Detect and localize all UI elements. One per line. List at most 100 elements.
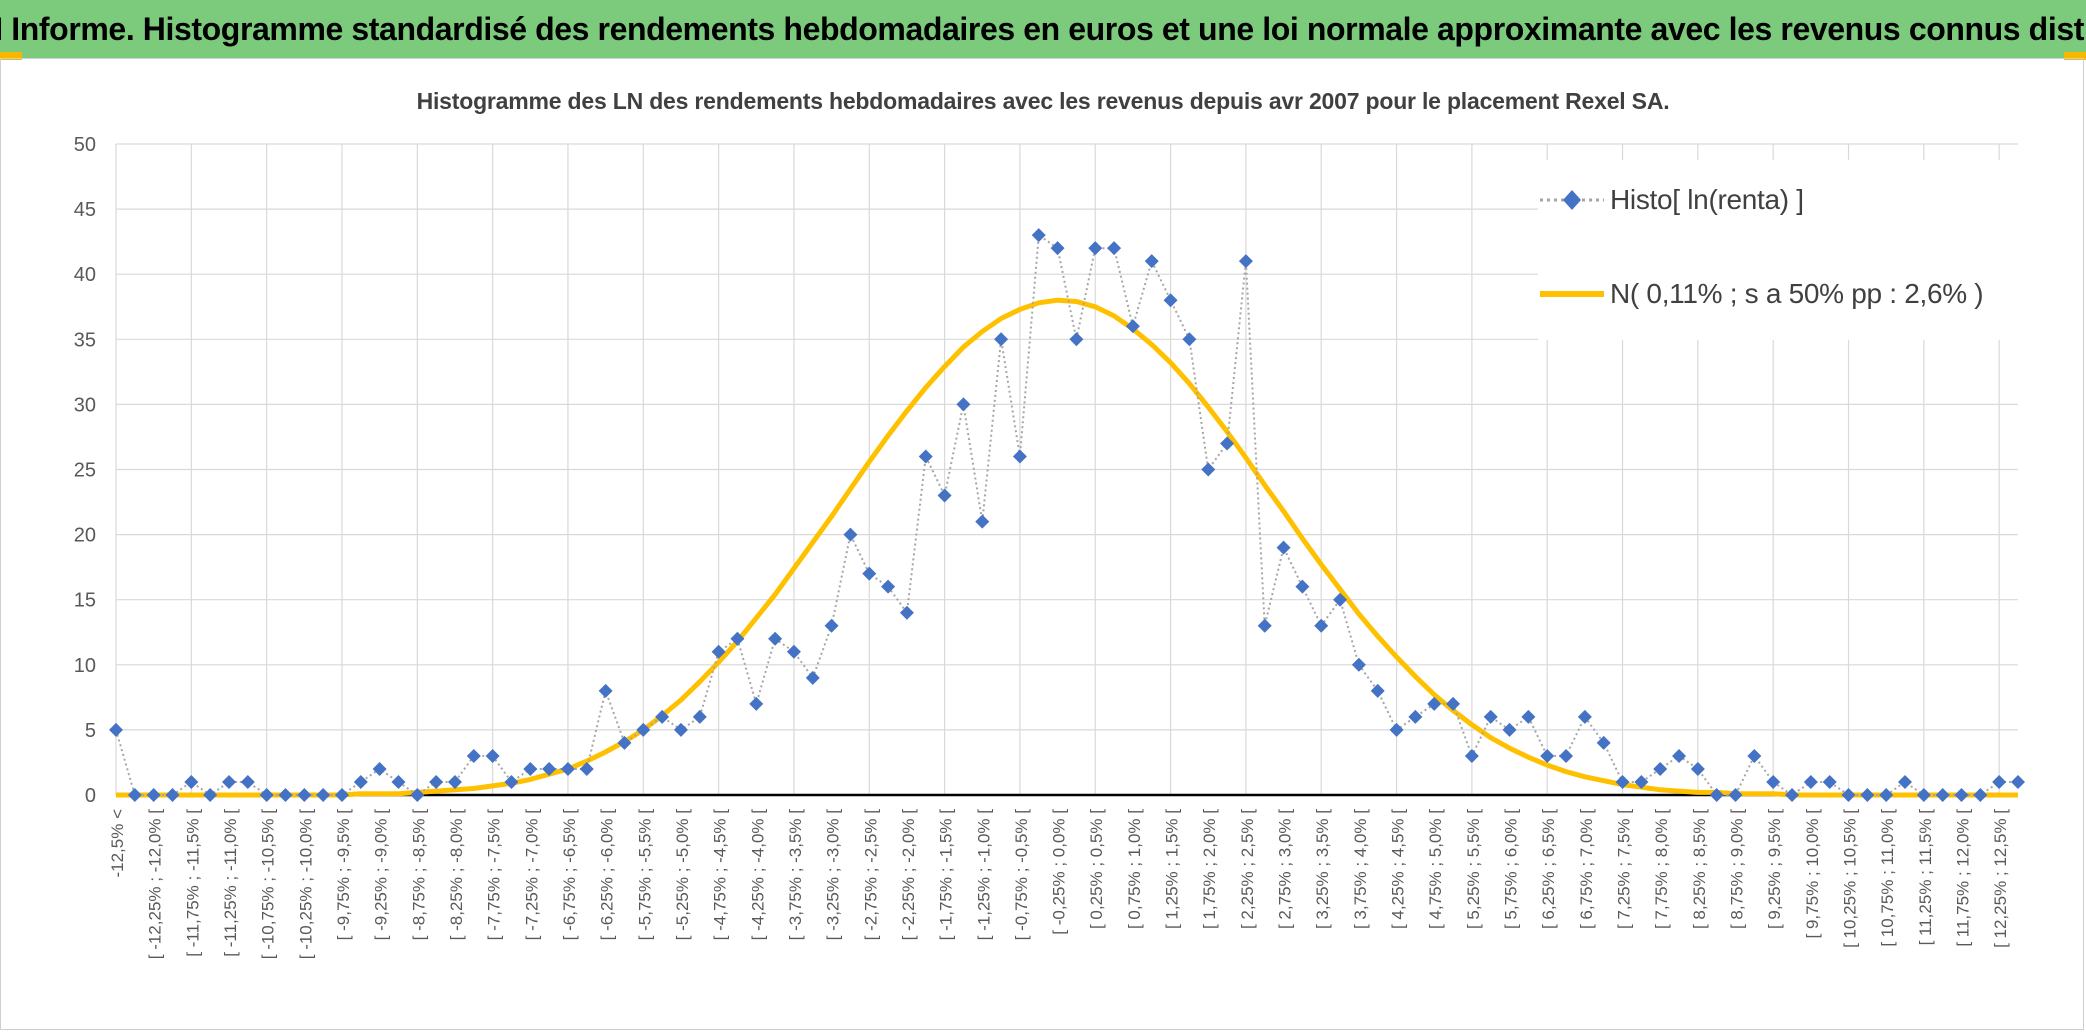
y-tick-label: 10 [74, 655, 96, 677]
banner-accent-left [0, 52, 22, 60]
histogram-point [1822, 774, 1837, 789]
x-tick-label: -12,5% < [108, 809, 127, 878]
histogram-point [466, 748, 481, 763]
histogram-point [1634, 774, 1649, 789]
histogram-point [1333, 592, 1348, 607]
histogram-point [1690, 761, 1705, 776]
histogram-point [1935, 788, 1950, 802]
histogram-point [1427, 696, 1442, 711]
x-tick-label: [ -7,75% ; -7,5% [ [485, 809, 504, 941]
x-tick-label: [ 6,75% ; 7,0% [ [1577, 809, 1596, 929]
histogram-point [1709, 788, 1724, 802]
x-tick-label: [ 6,25% ; 6,5% [ [1539, 809, 1558, 929]
histogram-point [899, 605, 914, 620]
histogram-point [805, 670, 820, 685]
x-tick-label: [ 4,75% ; 5,0% [ [1426, 809, 1445, 929]
normal-curve-line [116, 297, 2018, 798]
histogram-point [1314, 618, 1329, 633]
histogram-point [1803, 774, 1818, 789]
x-tick-label: [ 12,25% ; 12,5% [ [1991, 809, 2010, 948]
x-tick-label: [ 10,25% ; 10,5% [ [1841, 809, 1860, 948]
histogram-point [1559, 748, 1574, 763]
histogram-point [1088, 241, 1103, 256]
report-banner: ADAM Informe. Histogramme standardisé de… [0, 0, 2086, 60]
histogram-point [1220, 436, 1235, 451]
histogram-point [1201, 462, 1216, 477]
x-tick-label: [ 5,25% ; 5,5% [ [1464, 809, 1483, 929]
histogram-point [692, 709, 707, 724]
histogram-point [1596, 735, 1611, 750]
histogram-point [1785, 788, 1800, 802]
x-tick-label: [ -1,25% ; -1,0% [ [974, 809, 993, 941]
histogram-point [1483, 709, 1498, 724]
x-tick-label: [ 10,75% ; 11,0% [ [1878, 809, 1897, 947]
histogram-point [673, 722, 688, 737]
x-tick-label: [ -11,25% ; -11,0% [ [221, 809, 240, 957]
histogram-point [598, 683, 613, 698]
histogram-point [542, 761, 557, 776]
x-tick-label: [ 11,75% ; 12,0% [ [1954, 809, 1973, 947]
chart-legend: Histo[ ln(renta) ] N( 0,11% ; s a 50% pp… [1538, 160, 2018, 340]
histogram-point [1841, 788, 1856, 802]
histogram-point [560, 761, 575, 776]
histogram-point [127, 788, 142, 802]
histogram-point [523, 761, 538, 776]
histogram-point [1069, 332, 1084, 347]
y-tick-label: 35 [74, 329, 96, 351]
banner-accent-right [2064, 52, 2086, 60]
x-tick-label: [ -6,75% ; -6,5% [ [560, 809, 579, 941]
histogram-point [730, 631, 745, 646]
histogram-point [1954, 788, 1969, 802]
y-tick-label: 50 [74, 134, 96, 156]
histogram-point [372, 761, 387, 776]
chart-title: Histogramme des LN des rendements hebdom… [416, 88, 1670, 114]
histogram-point [1916, 788, 1931, 802]
x-tick-label: [ 4,25% ; 4,5% [ [1389, 809, 1408, 929]
legend-label-histo: Histo[ ln(renta) ] [1610, 184, 1804, 215]
histogram-point [1276, 540, 1291, 555]
histogram-point [749, 696, 764, 711]
histogram-point [843, 527, 858, 542]
histogram-point [1351, 657, 1366, 672]
histogram-point [1502, 722, 1517, 737]
x-tick-label: [ 3,25% ; 3,5% [ [1313, 809, 1332, 929]
legend-label-normal: N( 0,11% ; s a 50% pp : 2,6% ) [1610, 278, 1984, 309]
histogram-point [485, 748, 500, 763]
histogram-point [711, 644, 726, 659]
x-tick-label: [ 8,75% ; 9,0% [ [1728, 809, 1747, 929]
x-tick-label: [ -4,75% ; -4,5% [ [711, 809, 730, 941]
histogram-point [1370, 683, 1385, 698]
histogram-point [109, 722, 123, 737]
x-tick-label: [ -0,25% ; 0,0% [ [1050, 809, 1069, 935]
histogram-point [1144, 254, 1159, 269]
y-tick-label: 15 [74, 590, 96, 612]
x-tick-label: [ -12,25% ; -12,0% [ [146, 809, 165, 960]
x-tick-label: [ -8,25% ; -8,0% [ [447, 809, 466, 941]
histogram-point [259, 788, 274, 802]
x-tick-label: [ 7,75% ; 8,0% [ [1652, 809, 1671, 929]
legend-normal-marker [1540, 291, 1604, 297]
histogram-point [1728, 788, 1743, 802]
x-tick-label: [ 2,75% ; 3,0% [ [1276, 809, 1295, 929]
y-axis: 0 5 10 15 20 25 30 35 40 45 50 [74, 134, 96, 807]
x-tick-label: [ 2,25% ; 2,5% [ [1238, 809, 1257, 929]
histogram-point [1408, 709, 1423, 724]
x-tick-label: [ 0,25% ; 0,5% [ [1087, 809, 1106, 929]
histogram-series [109, 228, 2025, 802]
histogram-point [881, 579, 896, 594]
x-tick-label: [ 7,25% ; 7,5% [ [1615, 809, 1634, 929]
histogram-point [2011, 774, 2025, 789]
histogram-point [1860, 788, 1875, 802]
normal-curve-series [116, 297, 2018, 798]
histogram-point [353, 774, 368, 789]
histogram-point [1163, 293, 1178, 308]
histogram-point [1973, 788, 1988, 802]
histogram-point [1012, 449, 1027, 464]
y-tick-label: 5 [85, 720, 96, 742]
histogram-point [165, 788, 180, 802]
histogram-point [1577, 709, 1592, 724]
histogram-point [937, 488, 952, 503]
histogram-point [918, 449, 933, 464]
histogram-point [1295, 579, 1310, 594]
x-tick-label: [ -10,75% ; -10,5% [ [259, 809, 278, 960]
